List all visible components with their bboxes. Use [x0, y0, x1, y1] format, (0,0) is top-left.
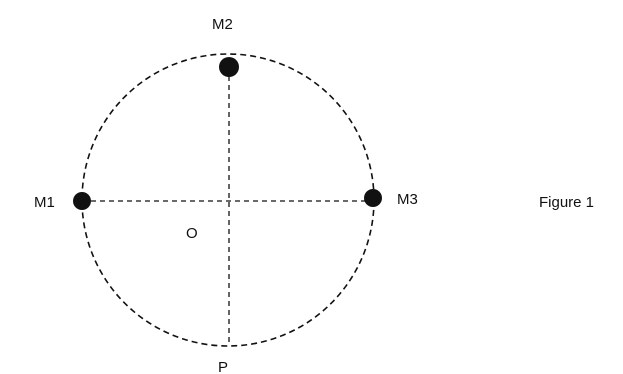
label-m2: M2 — [212, 16, 233, 33]
label-p: P — [218, 359, 228, 374]
dashed-circle — [81, 53, 375, 347]
label-center-o: O — [186, 225, 198, 242]
point-m3-dot — [364, 189, 382, 207]
label-m1: M1 — [34, 194, 55, 211]
point-m2-dot — [219, 57, 239, 77]
figure-caption: Figure 1 — [539, 194, 594, 211]
point-m1-dot — [73, 192, 91, 210]
label-m3: M3 — [397, 191, 418, 208]
